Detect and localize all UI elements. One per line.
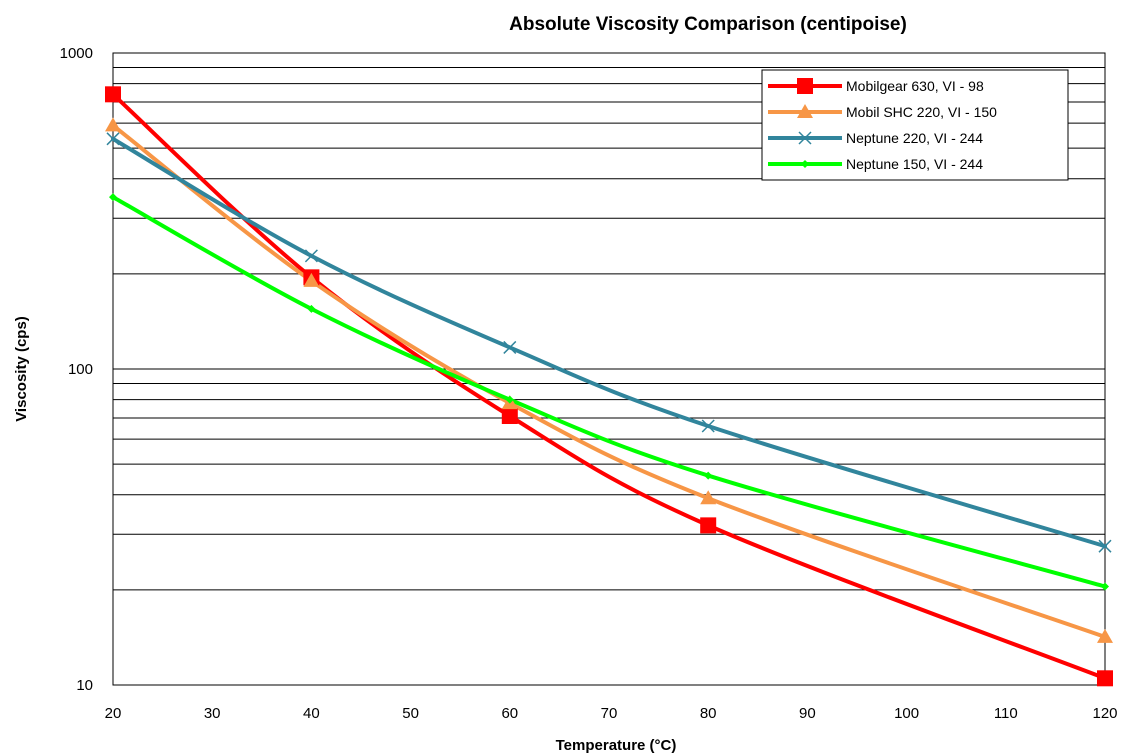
data-point-marker bbox=[503, 340, 517, 354]
series-line-2 bbox=[111, 123, 1107, 639]
legend-marker bbox=[797, 104, 813, 118]
x-tick-label: 50 bbox=[402, 705, 419, 722]
x-tick-label: 120 bbox=[1092, 705, 1117, 722]
legend-label: Mobilgear 630, VI - 98 bbox=[846, 78, 984, 94]
x-tick-label: 100 bbox=[894, 705, 919, 722]
data-point-marker bbox=[701, 419, 715, 433]
data-point-marker bbox=[304, 249, 318, 263]
data-point-marker bbox=[704, 471, 713, 480]
y-axis-label: Viscosity (cps) bbox=[13, 316, 30, 422]
x-tick-labels: 20 30 40 50 60 70 80 90 100 110 120 bbox=[105, 705, 1118, 722]
data-point-marker bbox=[1098, 539, 1112, 553]
legend-label: Neptune 150, VI - 244 bbox=[846, 156, 983, 172]
data-point-marker bbox=[109, 193, 117, 202]
x-tick-label: 40 bbox=[303, 705, 320, 722]
x-tick-label: 110 bbox=[994, 705, 1018, 722]
series-markers bbox=[105, 86, 1113, 687]
series-line-3 bbox=[111, 136, 1107, 549]
data-point-marker bbox=[700, 517, 717, 534]
legend-label: Mobil SHC 220, VI - 150 bbox=[846, 104, 997, 120]
data-point-marker bbox=[1101, 582, 1109, 591]
data-point-marker bbox=[105, 86, 121, 103]
legend-marker bbox=[801, 160, 809, 168]
legend-marker bbox=[797, 78, 813, 94]
y-tick-label: 100 bbox=[68, 361, 93, 378]
legend: Mobilgear 630, VI - 98 Mobil SHC 220, VI … bbox=[761, 69, 1069, 181]
legend-label: Neptune 220, VI - 244 bbox=[846, 130, 983, 146]
x-tick-label: 80 bbox=[700, 705, 717, 722]
data-point-marker bbox=[106, 132, 120, 146]
data-point-marker bbox=[700, 490, 717, 505]
plot-area bbox=[112, 52, 1106, 686]
data-point-marker bbox=[105, 117, 121, 132]
x-tick-label: 60 bbox=[501, 705, 518, 722]
y-tick-label: 1000 bbox=[60, 45, 93, 62]
series-line-1 bbox=[111, 92, 1107, 681]
legend-marker bbox=[798, 131, 812, 145]
data-point-marker bbox=[1097, 628, 1113, 643]
x-tick-label: 30 bbox=[204, 705, 221, 722]
data-point-marker bbox=[307, 304, 316, 313]
y-tick-labels: 1000 100 10 bbox=[60, 45, 93, 694]
data-point-marker bbox=[303, 272, 320, 287]
data-point-marker bbox=[505, 395, 514, 404]
x-axis-label: Temperature (°C) bbox=[556, 737, 677, 754]
data-point-marker bbox=[1097, 670, 1113, 687]
series-lines bbox=[111, 92, 1107, 681]
x-tick-label: 90 bbox=[799, 705, 816, 722]
x-tick-label: 20 bbox=[105, 705, 122, 722]
series-line-4 bbox=[111, 195, 1107, 589]
data-point-marker bbox=[501, 408, 518, 425]
chart-title: Absolute Viscosity Comparison (centipois… bbox=[509, 14, 907, 35]
x-tick-label: 70 bbox=[601, 705, 618, 722]
y-tick-label: 10 bbox=[76, 677, 93, 694]
